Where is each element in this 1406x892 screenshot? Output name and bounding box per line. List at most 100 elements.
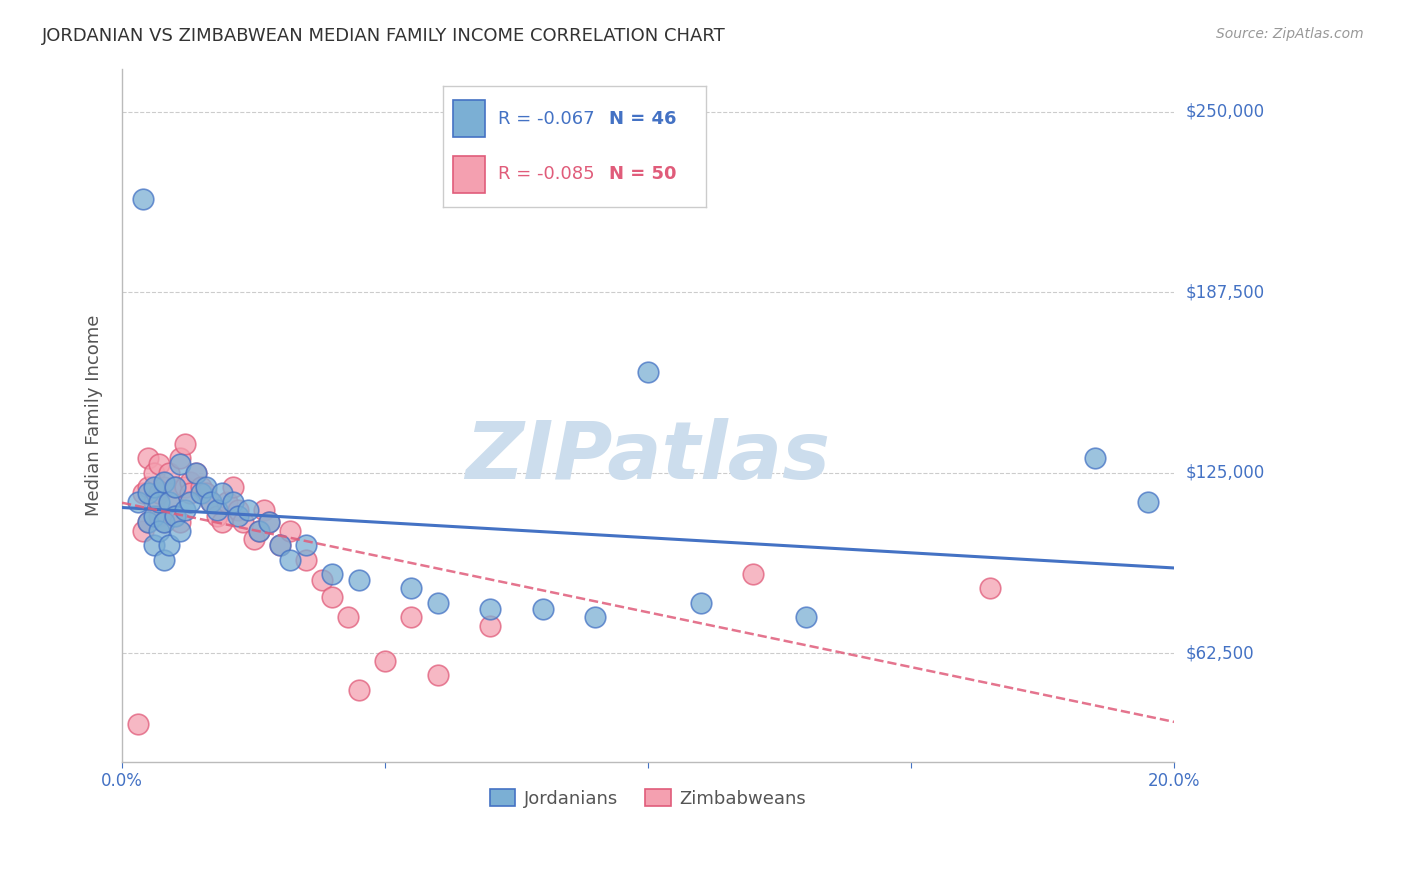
Point: [142, 480, 165, 494]
Point: [232, 515, 254, 529]
Point: [142, 495, 165, 509]
Point: [169, 515, 191, 529]
Point: [321, 590, 343, 604]
Point: [142, 466, 165, 480]
Point: [205, 503, 228, 517]
Point: [132, 192, 155, 206]
Point: [148, 524, 170, 538]
Point: [637, 365, 659, 379]
Point: [226, 509, 249, 524]
Point: [1084, 451, 1107, 466]
Point: [253, 503, 276, 517]
Point: [169, 457, 191, 471]
Point: [163, 509, 186, 524]
Point: [269, 538, 291, 552]
Point: [374, 654, 396, 668]
Point: [148, 457, 170, 471]
Point: [337, 610, 360, 624]
Point: [347, 573, 370, 587]
Point: [163, 509, 186, 524]
Point: [127, 495, 149, 509]
Point: [689, 596, 711, 610]
Point: [794, 610, 817, 624]
Point: [269, 538, 291, 552]
Point: [138, 486, 160, 500]
Text: Source: ZipAtlas.com: Source: ZipAtlas.com: [1216, 27, 1364, 41]
Point: [205, 509, 228, 524]
Point: [153, 552, 176, 566]
Point: [426, 668, 449, 682]
Point: [217, 495, 239, 509]
Point: [169, 524, 191, 538]
Text: $125,000: $125,000: [1185, 464, 1264, 482]
Point: [221, 495, 243, 509]
Point: [179, 495, 201, 509]
Point: [174, 503, 197, 517]
Point: [211, 486, 233, 500]
Point: [979, 582, 1001, 596]
Point: [138, 515, 160, 529]
Text: JORDANIAN VS ZIMBABWEAN MEDIAN FAMILY INCOME CORRELATION CHART: JORDANIAN VS ZIMBABWEAN MEDIAN FAMILY IN…: [42, 27, 725, 45]
Point: [585, 610, 607, 624]
Point: [295, 552, 318, 566]
Point: [153, 515, 176, 529]
Point: [211, 515, 233, 529]
Point: [247, 524, 270, 538]
Point: [195, 480, 218, 494]
Point: [138, 480, 160, 494]
Point: [280, 552, 302, 566]
Point: [259, 515, 281, 529]
Point: [311, 573, 333, 587]
Point: [142, 538, 165, 552]
Point: [153, 515, 176, 529]
Point: [479, 601, 502, 615]
Point: [742, 567, 765, 582]
Point: [142, 509, 165, 524]
Point: [238, 503, 260, 517]
Point: [221, 480, 243, 494]
Point: [174, 437, 197, 451]
Point: [242, 533, 264, 547]
Point: [184, 466, 207, 480]
Point: [295, 538, 318, 552]
Point: [190, 480, 212, 494]
Point: [148, 509, 170, 524]
Point: [157, 495, 180, 509]
Point: [195, 486, 218, 500]
Point: [200, 495, 222, 509]
Point: [148, 495, 170, 509]
Point: [531, 601, 554, 615]
Point: [157, 538, 180, 552]
Point: [132, 524, 155, 538]
Y-axis label: Median Family Income: Median Family Income: [86, 315, 103, 516]
Point: [226, 503, 249, 517]
Point: [347, 682, 370, 697]
Legend: Jordanians, Zimbabweans: Jordanians, Zimbabweans: [482, 782, 814, 815]
Point: [426, 596, 449, 610]
Point: [401, 610, 423, 624]
Text: $250,000: $250,000: [1185, 103, 1264, 120]
Point: [174, 480, 197, 494]
Point: [179, 486, 201, 500]
Text: $187,500: $187,500: [1185, 284, 1264, 301]
Point: [184, 466, 207, 480]
Point: [259, 515, 281, 529]
Point: [280, 524, 302, 538]
Point: [179, 475, 201, 489]
Point: [200, 495, 222, 509]
Point: [321, 567, 343, 582]
Point: [138, 515, 160, 529]
Point: [127, 717, 149, 731]
Point: [479, 619, 502, 633]
Point: [401, 582, 423, 596]
Point: [190, 486, 212, 500]
Point: [132, 486, 155, 500]
Text: ZIPatlas: ZIPatlas: [465, 417, 831, 496]
Point: [153, 480, 176, 494]
Text: $62,500: $62,500: [1185, 644, 1254, 663]
Point: [247, 524, 270, 538]
Point: [153, 475, 176, 489]
Point: [163, 480, 186, 494]
Point: [157, 466, 180, 480]
Point: [169, 451, 191, 466]
